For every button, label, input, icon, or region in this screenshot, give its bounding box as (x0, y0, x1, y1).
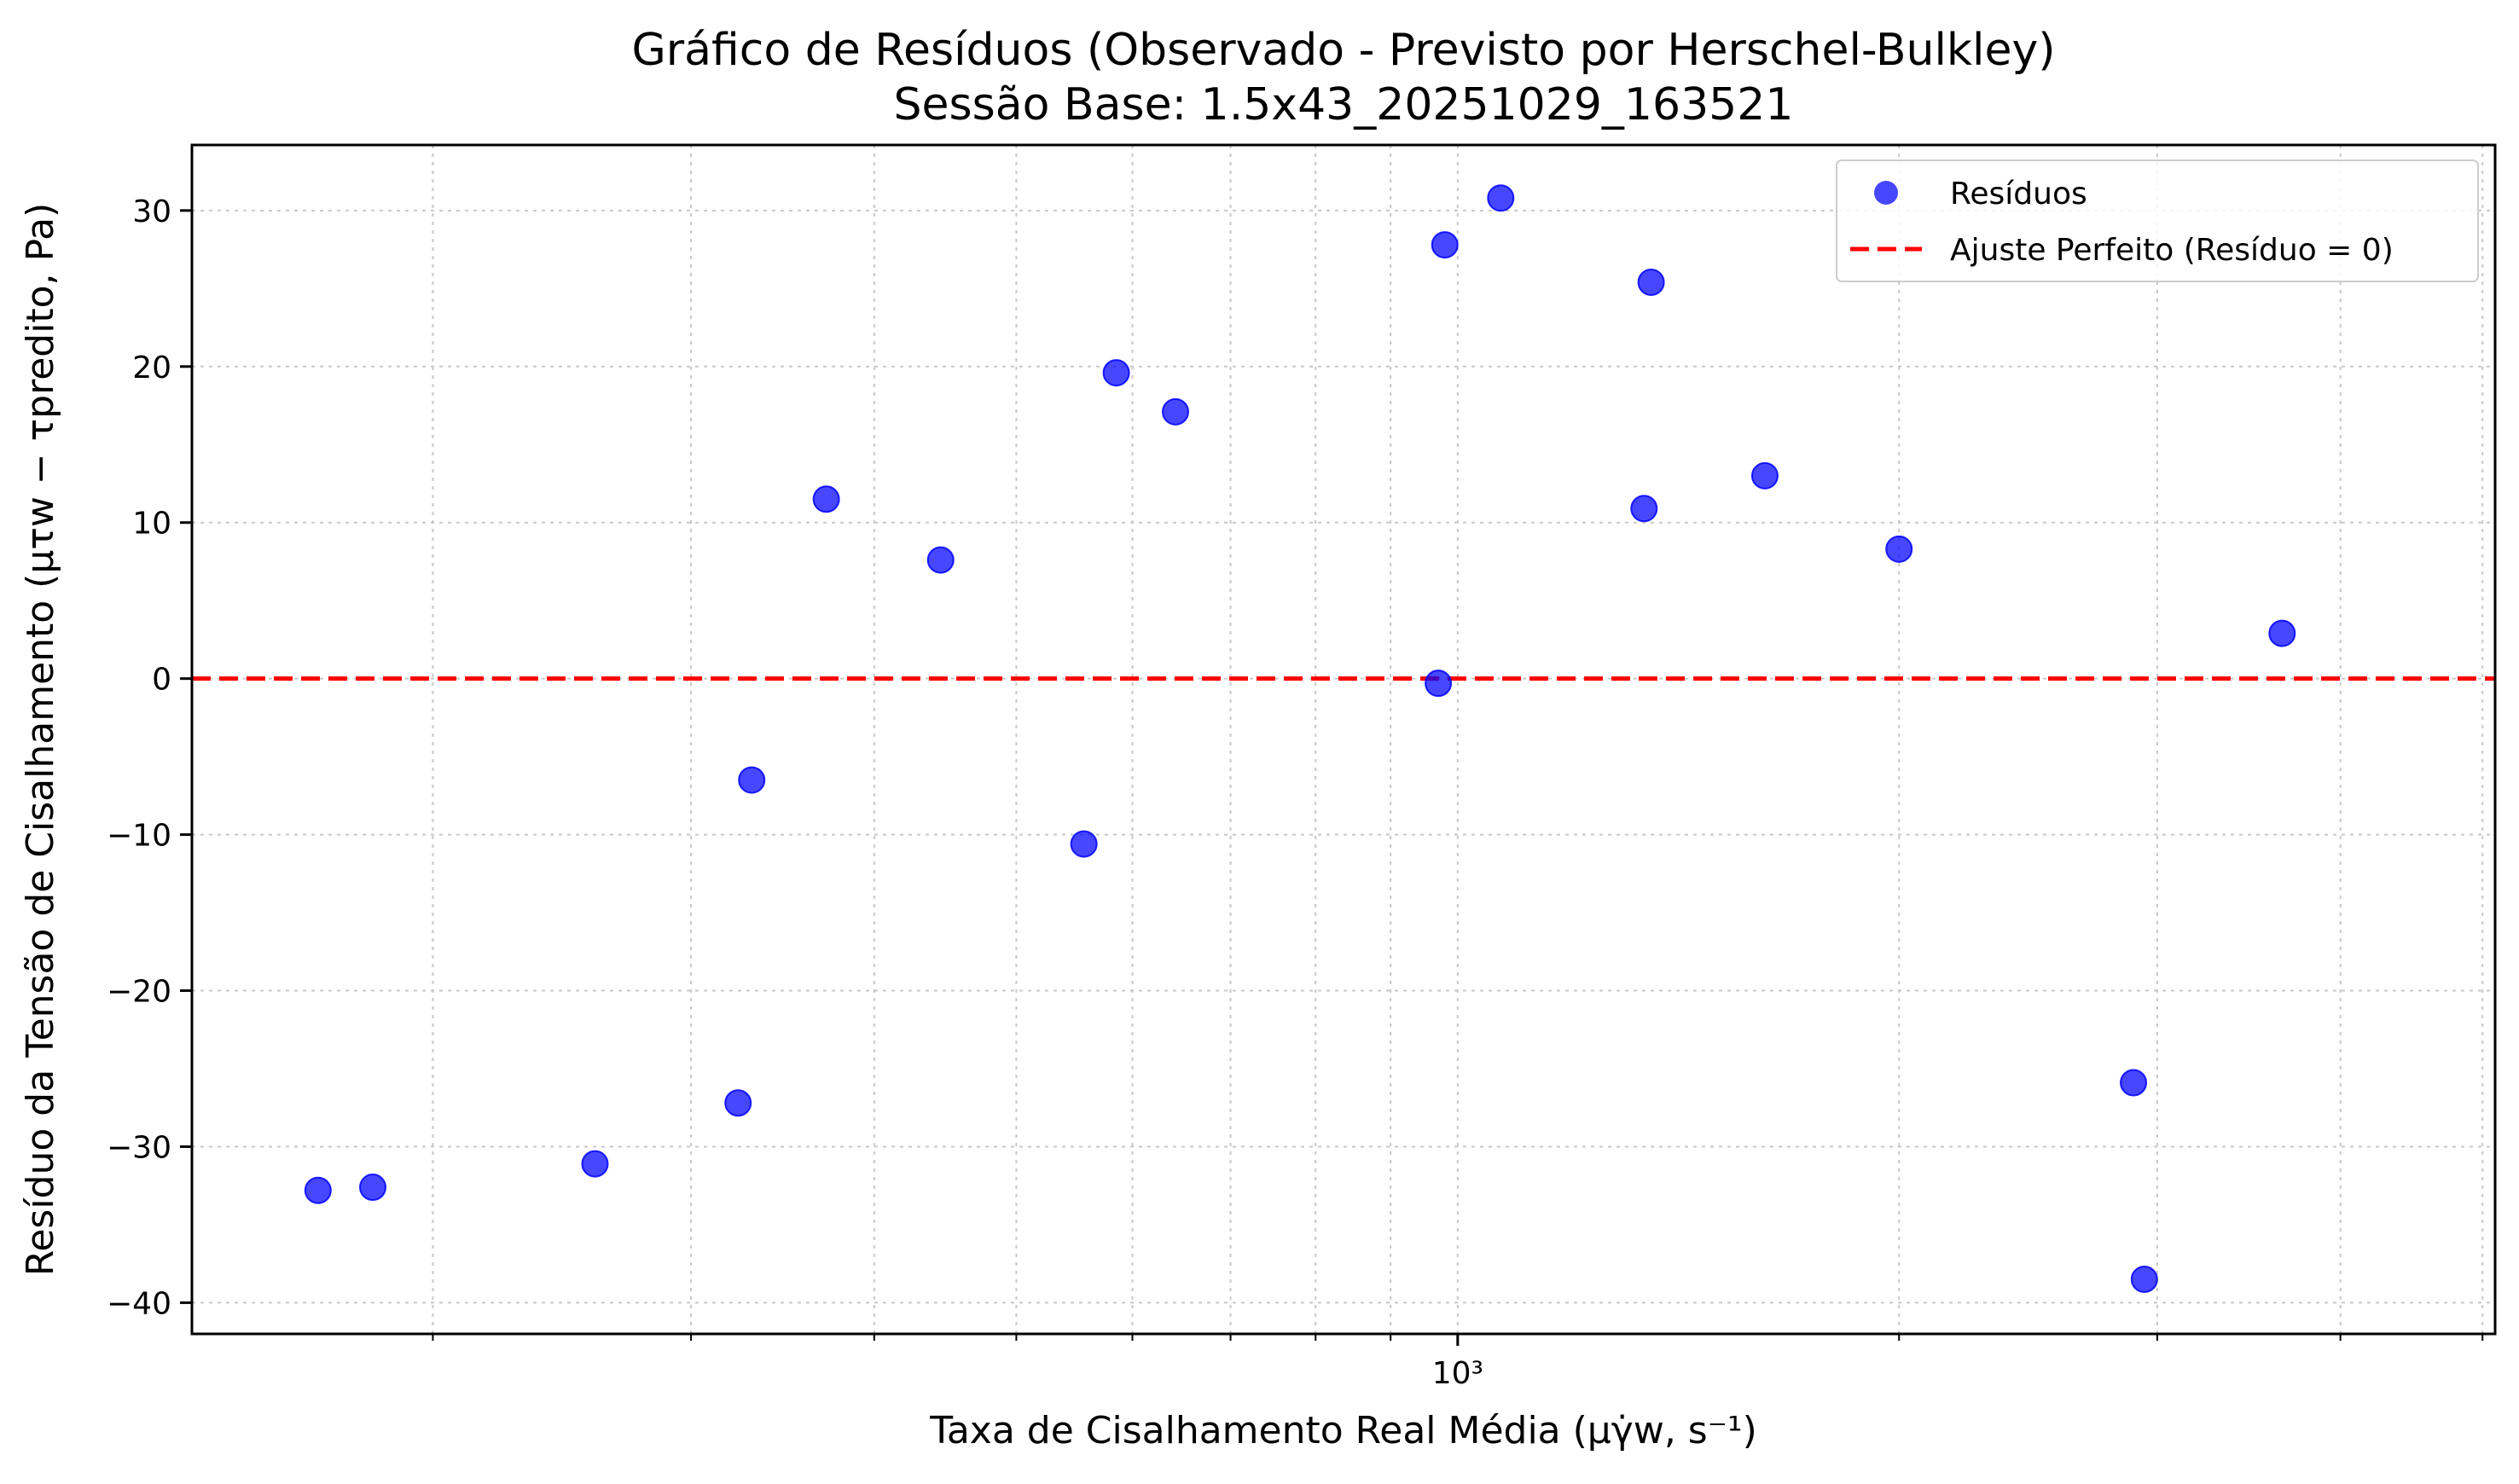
data-point (1637, 268, 1665, 296)
legend-box (1836, 159, 2479, 282)
y-tick-label: 10 (132, 507, 171, 542)
legend-label-ajuste: Ajuste Perfeito (Resíduo = 0) (1950, 233, 2394, 268)
data-point (359, 1174, 387, 1202)
data-point (1487, 184, 1515, 212)
y-tick-label: 20 (132, 351, 171, 385)
data-point (1162, 397, 1190, 426)
data-point (724, 1089, 752, 1117)
chart-subtitle: Sessão Base: 1.5x43_20251029_163521 (894, 79, 1794, 130)
y-tick-label: −40 (107, 1286, 171, 1321)
data-point (1102, 359, 1130, 387)
x-tick-label: 10³ (1432, 1356, 1483, 1391)
legend-label-residuos: Resíduos (1950, 177, 2087, 212)
plot-frame (190, 143, 2497, 1336)
y-tick-label: −30 (107, 1130, 171, 1165)
data-point (1630, 495, 1658, 523)
y-tick-label: −10 (107, 819, 171, 854)
data-point (1885, 535, 1913, 563)
data-point (1425, 670, 1453, 698)
chart-title: Gráfico de Resíduos (Observado - Previst… (631, 25, 2055, 76)
x-axis-label: Taxa de Cisalhamento Real Média (μγ̇w, s… (929, 1409, 1757, 1452)
data-point (738, 766, 766, 794)
data-point (1431, 231, 1459, 259)
grid-lines (192, 145, 2495, 1334)
data-point (304, 1176, 332, 1204)
y-axis-label: Resíduo da Tensão de Cisalhamento (μτw −… (19, 203, 62, 1277)
data-point (2120, 1069, 2148, 1097)
data-point (2130, 1265, 2158, 1293)
legend-marker-residuos (1874, 181, 1898, 205)
data-point (812, 485, 840, 513)
data-point (1070, 830, 1098, 858)
data-point (926, 546, 955, 574)
legend: Resíduos Ajuste Perfeito (Resíduo = 0) (1836, 159, 2479, 282)
y-tick-label: 30 (132, 194, 171, 229)
data-point (1750, 461, 1779, 490)
data-point (581, 1150, 609, 1178)
axis-ticks: 10³ 30 20 10 0 −10 −20 −30 −40 (107, 194, 2484, 1391)
data-point (2268, 619, 2296, 647)
y-tick-label: −20 (107, 975, 171, 1010)
y-tick-label: 0 (152, 663, 171, 698)
residual-points (304, 184, 2296, 1293)
